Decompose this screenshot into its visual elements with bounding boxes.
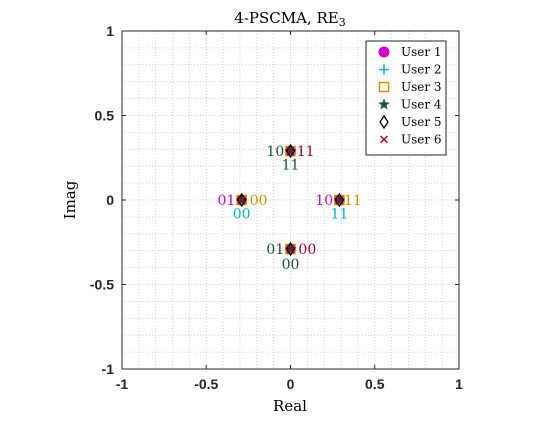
point-label: 00 bbox=[250, 193, 268, 209]
legend-item-user-4: User 4 bbox=[378, 98, 442, 112]
y-tick-label: 0 bbox=[106, 192, 114, 208]
data-point-user-6 bbox=[237, 196, 246, 204]
point-label: 11 bbox=[297, 144, 315, 160]
point-label: 11 bbox=[282, 158, 300, 174]
data-point-user-6 bbox=[335, 196, 344, 204]
legend-item-user-2: User 2 bbox=[379, 63, 442, 77]
marker-shape bbox=[380, 135, 388, 144]
marker-shape bbox=[378, 46, 390, 58]
data-point-user-6 bbox=[286, 245, 295, 254]
y-tick-label: 1 bbox=[106, 23, 114, 39]
marker-shape bbox=[378, 81, 390, 93]
axis-ticks bbox=[121, 30, 460, 370]
marker-shape bbox=[379, 114, 389, 130]
legend-label: User 3 bbox=[401, 80, 442, 94]
marker-shape bbox=[286, 245, 295, 254]
y-tick-label: -1 bbox=[102, 361, 115, 377]
chart-title-subscript: 3 bbox=[339, 16, 346, 29]
x-tick-label: 0.5 bbox=[365, 376, 385, 392]
point-label: 11 bbox=[330, 207, 348, 223]
marker-shape bbox=[379, 64, 389, 75]
point-label: 00 bbox=[298, 242, 316, 258]
legend-marker bbox=[379, 64, 389, 75]
x-tick-label: 1 bbox=[455, 376, 463, 392]
legend-label: User 1 bbox=[401, 45, 442, 59]
legend-item-user-1: User 1 bbox=[378, 45, 442, 59]
legend-marker bbox=[378, 46, 390, 58]
x-tick-label: -0.5 bbox=[194, 376, 218, 392]
legend-item-user-3: User 3 bbox=[378, 80, 442, 94]
data-markers bbox=[235, 143, 346, 257]
legend: User 1 User 2 User 3 User 4 User 5 User 6 bbox=[365, 40, 447, 156]
legend-label: User 2 bbox=[401, 63, 442, 77]
marker-shape bbox=[378, 98, 390, 110]
legend-box bbox=[365, 40, 447, 156]
marker-shape bbox=[237, 196, 246, 204]
legend-item-user-5: User 5 bbox=[379, 114, 442, 130]
legend-marker bbox=[379, 114, 389, 130]
legend-marker bbox=[378, 98, 390, 110]
point-label: 01 bbox=[218, 193, 236, 209]
data-point-user-6 bbox=[286, 146, 295, 155]
marker-shape bbox=[335, 196, 344, 204]
y-tick-label: -0.5 bbox=[90, 277, 114, 293]
y-axis-label: Imag bbox=[61, 180, 79, 219]
x-tick-label: 0 bbox=[287, 376, 295, 392]
axis-tick-labels: -1 -0.5 0 0.5 1 -1 -0.5 0 0.5 1 bbox=[90, 23, 463, 392]
legend-label: User 5 bbox=[401, 115, 442, 129]
point-label: 10 bbox=[315, 193, 333, 209]
x-tick-label: -1 bbox=[116, 376, 129, 392]
legend-label: User 4 bbox=[401, 98, 442, 112]
legend-item-user-6: User 6 bbox=[380, 133, 442, 147]
x-axis-label: Real bbox=[273, 397, 307, 415]
point-label: 01 bbox=[266, 242, 284, 258]
point-label: 10 bbox=[266, 144, 284, 160]
legend-label: User 6 bbox=[401, 133, 442, 147]
point-label: 00 bbox=[282, 257, 300, 273]
legend-marker bbox=[378, 81, 390, 93]
point-label: 11 bbox=[344, 193, 362, 209]
point-label: 00 bbox=[233, 207, 251, 223]
legend-marker bbox=[380, 135, 388, 144]
chart-title: 4-PSCMA, RE3 bbox=[234, 9, 345, 29]
marker-shape bbox=[286, 146, 295, 155]
y-tick-label: 0.5 bbox=[95, 108, 115, 124]
